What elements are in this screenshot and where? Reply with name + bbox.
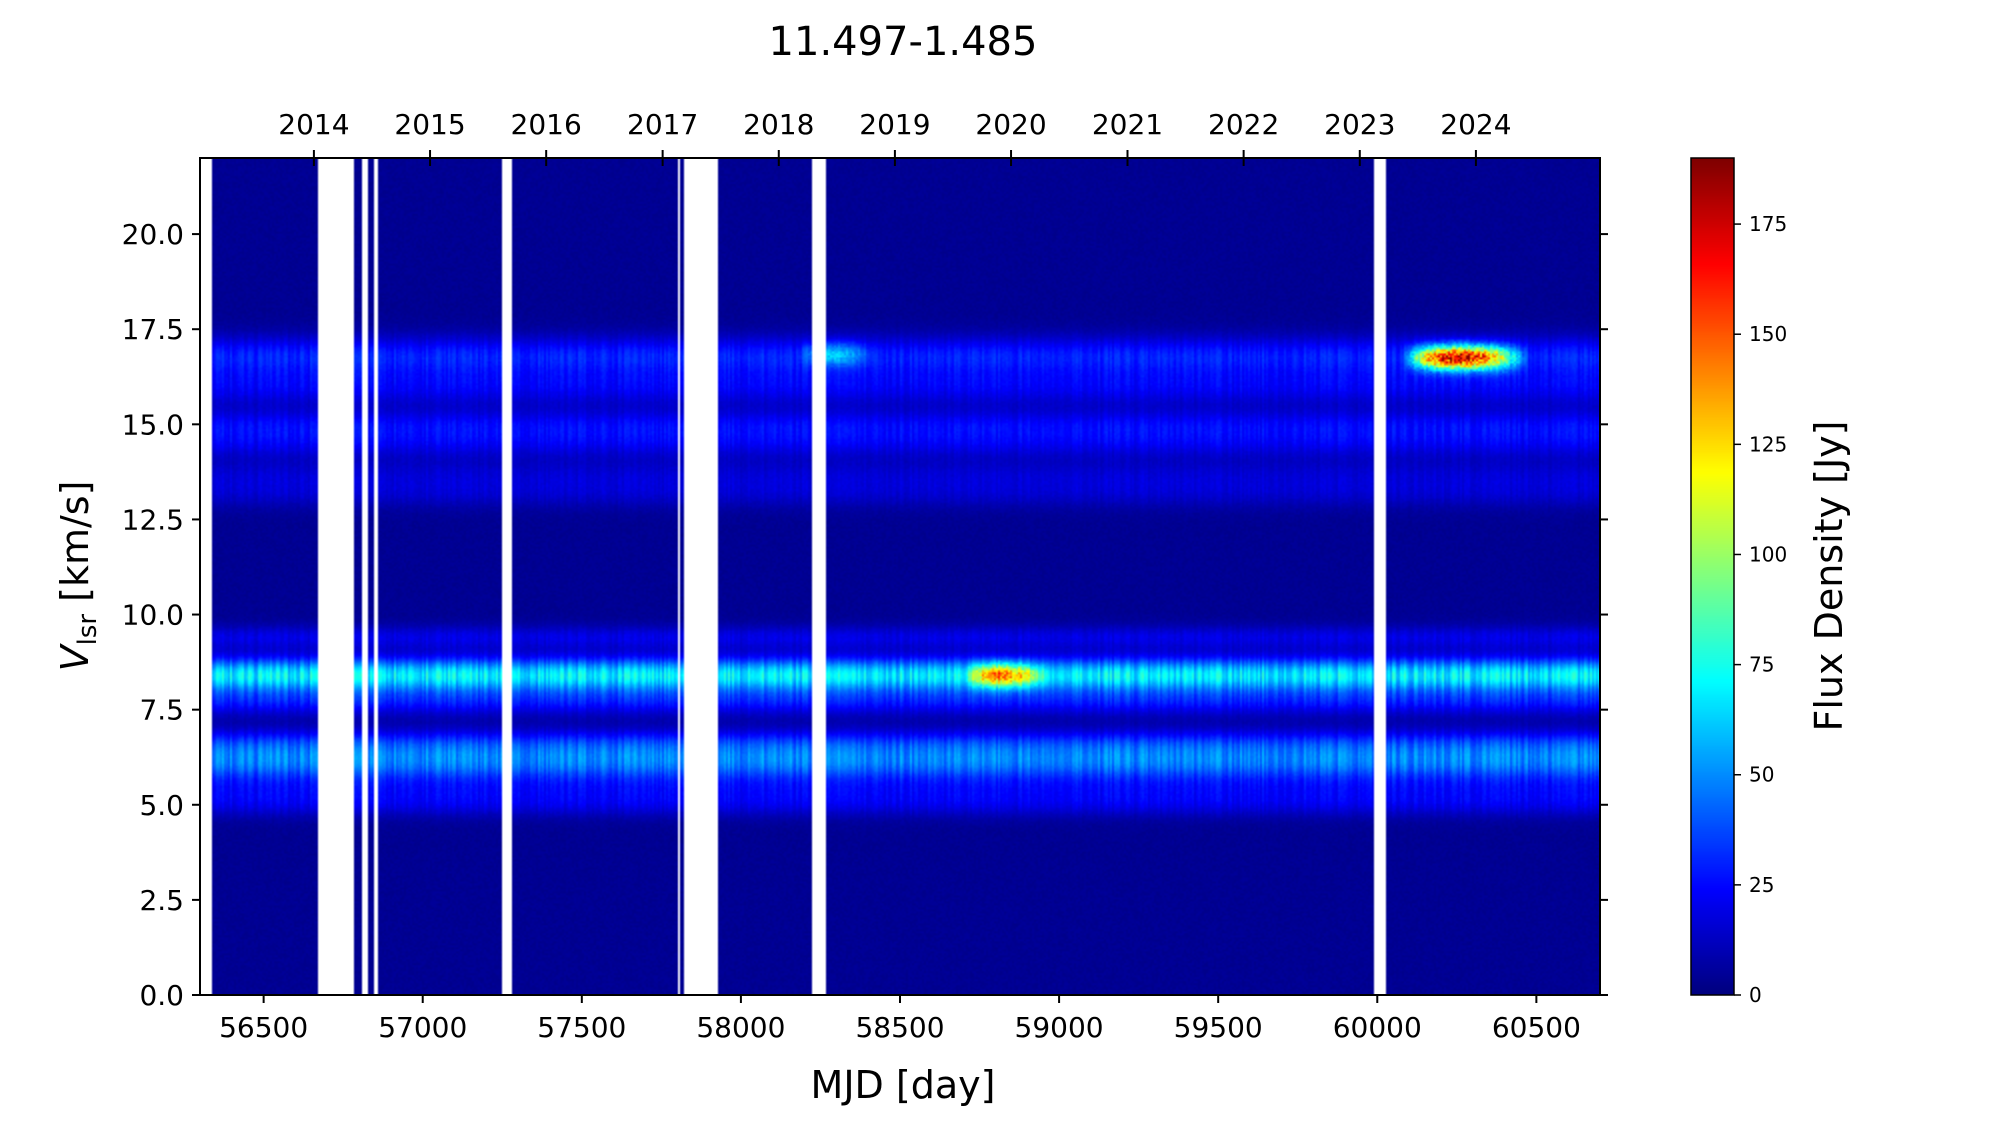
year-tick-label: 2017 <box>627 108 698 141</box>
year-tick-label: 2019 <box>859 108 930 141</box>
x-tick-label: 57000 <box>378 1011 467 1044</box>
x-tick-label: 59000 <box>1015 1011 1104 1044</box>
chart-title: 11.497-1.485 <box>769 19 1038 65</box>
x-axis-title: MJD [day] <box>811 1063 996 1107</box>
x-tick-label: 60000 <box>1333 1011 1422 1044</box>
colorbar-ticks: 0 25 50 75 100 125 150 175 <box>1734 212 1787 1007</box>
colorbar-frame <box>1690 157 1735 996</box>
y-tick-label: 7.5 <box>139 694 184 727</box>
y-axis-title-rest: [km/s] <box>53 481 97 614</box>
year-tick-label: 2022 <box>1208 108 1279 141</box>
x-tick-label: 56500 <box>219 1011 308 1044</box>
x-tick-label: 58000 <box>696 1011 785 1044</box>
y-axis-title: Vlsr [km/s] <box>53 481 103 672</box>
top-year-axis: 2014 2015 2016 2017 2018 2019 2020 2021 2022 2023… <box>278 108 1512 166</box>
year-tick-label: 2020 <box>975 108 1046 141</box>
x-tick-label: 57500 <box>537 1011 626 1044</box>
heatmap-image <box>200 158 1600 995</box>
y-tick-label: 17.5 <box>122 313 184 346</box>
year-tick-label: 2021 <box>1092 108 1163 141</box>
colorbar-tick-label: 150 <box>1749 322 1787 346</box>
x-tick-label: 60500 <box>1492 1011 1581 1044</box>
year-tick-label: 2015 <box>394 108 465 141</box>
colorbar-gradient <box>1691 158 1734 995</box>
colorbar-tick-label: 75 <box>1749 653 1774 677</box>
y-tick-label: 5.0 <box>139 789 184 822</box>
year-tick-label: 2024 <box>1440 108 1511 141</box>
y-axis: 0.0 2.5 5.0 7.5 10.0 12.5 15.0 17.5 20.0 <box>122 218 1608 1012</box>
year-tick-label: 2018 <box>743 108 814 141</box>
y-axis-title-main: V <box>53 642 97 671</box>
y-tick-label: 0.0 <box>139 979 184 1012</box>
colorbar-tick-label: 175 <box>1749 212 1787 236</box>
y-tick-label: 12.5 <box>122 503 184 536</box>
colorbar-tick-label: 50 <box>1749 763 1774 787</box>
year-tick-label: 2016 <box>511 108 582 141</box>
y-axis-title-sub: lsr <box>73 614 103 646</box>
y-tick-label: 20.0 <box>122 218 184 251</box>
colorbar-tick-label: 0 <box>1749 983 1762 1007</box>
colorbar: 0 25 50 75 100 125 150 175 <box>1690 157 1787 1007</box>
heatmap-plot <box>200 158 1600 995</box>
x-tick-label: 58500 <box>855 1011 944 1044</box>
x-tick-label: 59500 <box>1174 1011 1263 1044</box>
colorbar-tick-label: 125 <box>1749 432 1787 456</box>
colorbar-label: Flux Density [Jy] <box>1807 421 1851 732</box>
colorbar-tick-label: 25 <box>1749 873 1774 897</box>
colorbar-tick-label: 100 <box>1749 542 1787 566</box>
y-tick-label: 10.0 <box>122 599 184 632</box>
year-tick-label: 2023 <box>1324 108 1395 141</box>
x-axis: 56500 57000 57500 58000 58500 59000 59500 60000… <box>219 995 1581 1044</box>
y-tick-label: 2.5 <box>139 884 184 917</box>
y-tick-label: 15.0 <box>122 408 184 441</box>
year-tick-label: 2014 <box>278 108 349 141</box>
